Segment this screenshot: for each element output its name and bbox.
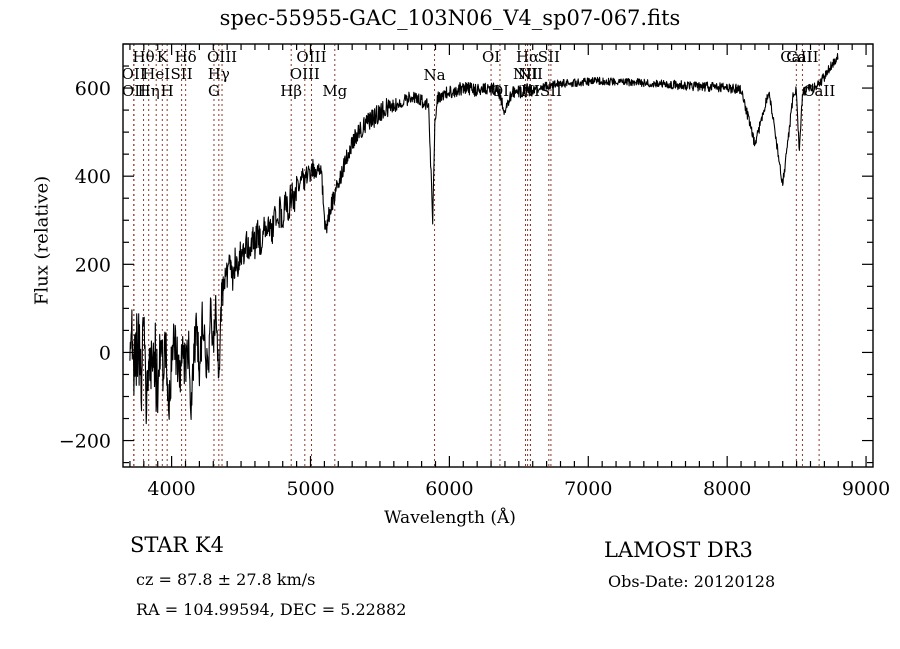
x-tick-label: 4000	[147, 478, 195, 500]
x-tick-label: 6000	[425, 478, 473, 500]
spectral-line-label: Na	[423, 66, 445, 84]
x-tick-label: 7000	[564, 478, 612, 500]
y-tick-label: −200	[59, 431, 111, 453]
spectrum-trace	[129, 53, 839, 425]
spectral-line-label: Hθ	[132, 48, 154, 66]
spectral-line-label: G	[208, 82, 220, 100]
spectral-line-label: Hβ	[280, 82, 302, 100]
spectral-line-label: OII	[122, 65, 146, 83]
obs-date-label: Obs-Date: 20120128	[608, 572, 776, 591]
x-tick-label: 8000	[703, 478, 751, 500]
spectral-line-label: OII	[122, 82, 146, 100]
spectral-line-label: H	[161, 82, 174, 100]
spectral-line-label: NII	[513, 65, 538, 83]
spectral-line-label: Hα	[516, 48, 539, 66]
spectral-line-label: CaII	[780, 48, 812, 66]
spectral-line-label: CaII	[786, 48, 818, 66]
spectral-line-label: Hη	[138, 82, 160, 100]
spectral-line-label: K	[157, 48, 169, 66]
spectral-line-label: OIII	[290, 65, 320, 83]
y-tick-label: 400	[75, 166, 111, 188]
spectral-line-markers	[133, 44, 820, 467]
x-tick-label: 5000	[286, 478, 334, 500]
spectral-line-label: Hγ	[208, 65, 230, 83]
spectral-line-label: NI	[521, 82, 540, 100]
y-tick-label: 200	[75, 254, 111, 276]
spectral-line-label: SII	[540, 82, 562, 100]
y-tick-label: 600	[75, 78, 111, 100]
spectral-line-label: OI	[491, 82, 509, 100]
survey-label: LAMOST DR3	[604, 538, 753, 562]
page-title: spec-55955-GAC_103N06_V4_sp07-067.fits	[219, 6, 681, 30]
spectral-line-label: SII	[171, 65, 193, 83]
spectral-line-label: NII	[518, 65, 543, 83]
spectral-line-labels: OIIOIIHθHηHeIKHHδSIIGHγOIIIHβOIIIOIIIMgN…	[122, 48, 836, 100]
coordinates-label: RA = 104.99594, DEC = 5.22882	[136, 600, 407, 619]
spectral-line-label: SII	[538, 48, 560, 66]
x-axis-label: Wavelength (Å)	[384, 508, 516, 528]
y-tick-label: 0	[99, 342, 111, 364]
x-tick-labels: 4000 5000 6000 7000 8000 9000	[147, 478, 890, 500]
spectral-line-label: Hδ	[175, 48, 197, 66]
spectral-line-label: Mg	[322, 82, 347, 100]
x-tick-label: 9000	[842, 478, 890, 500]
spectral-line-label: OIII	[296, 48, 326, 66]
redshift-velocity-label: cz = 87.8 ± 27.8 km/s	[136, 570, 316, 589]
spectral-line-label: OI	[482, 48, 500, 66]
spectral-line-label: OIII	[207, 48, 237, 66]
star-type-label: STAR K4	[130, 533, 224, 557]
y-tick-labels: −200 0 200 400 600	[59, 78, 111, 453]
plot-axes	[122, 43, 874, 468]
spectral-line-label: CaII	[803, 82, 835, 100]
spectral-line-label: HeI	[142, 65, 170, 83]
